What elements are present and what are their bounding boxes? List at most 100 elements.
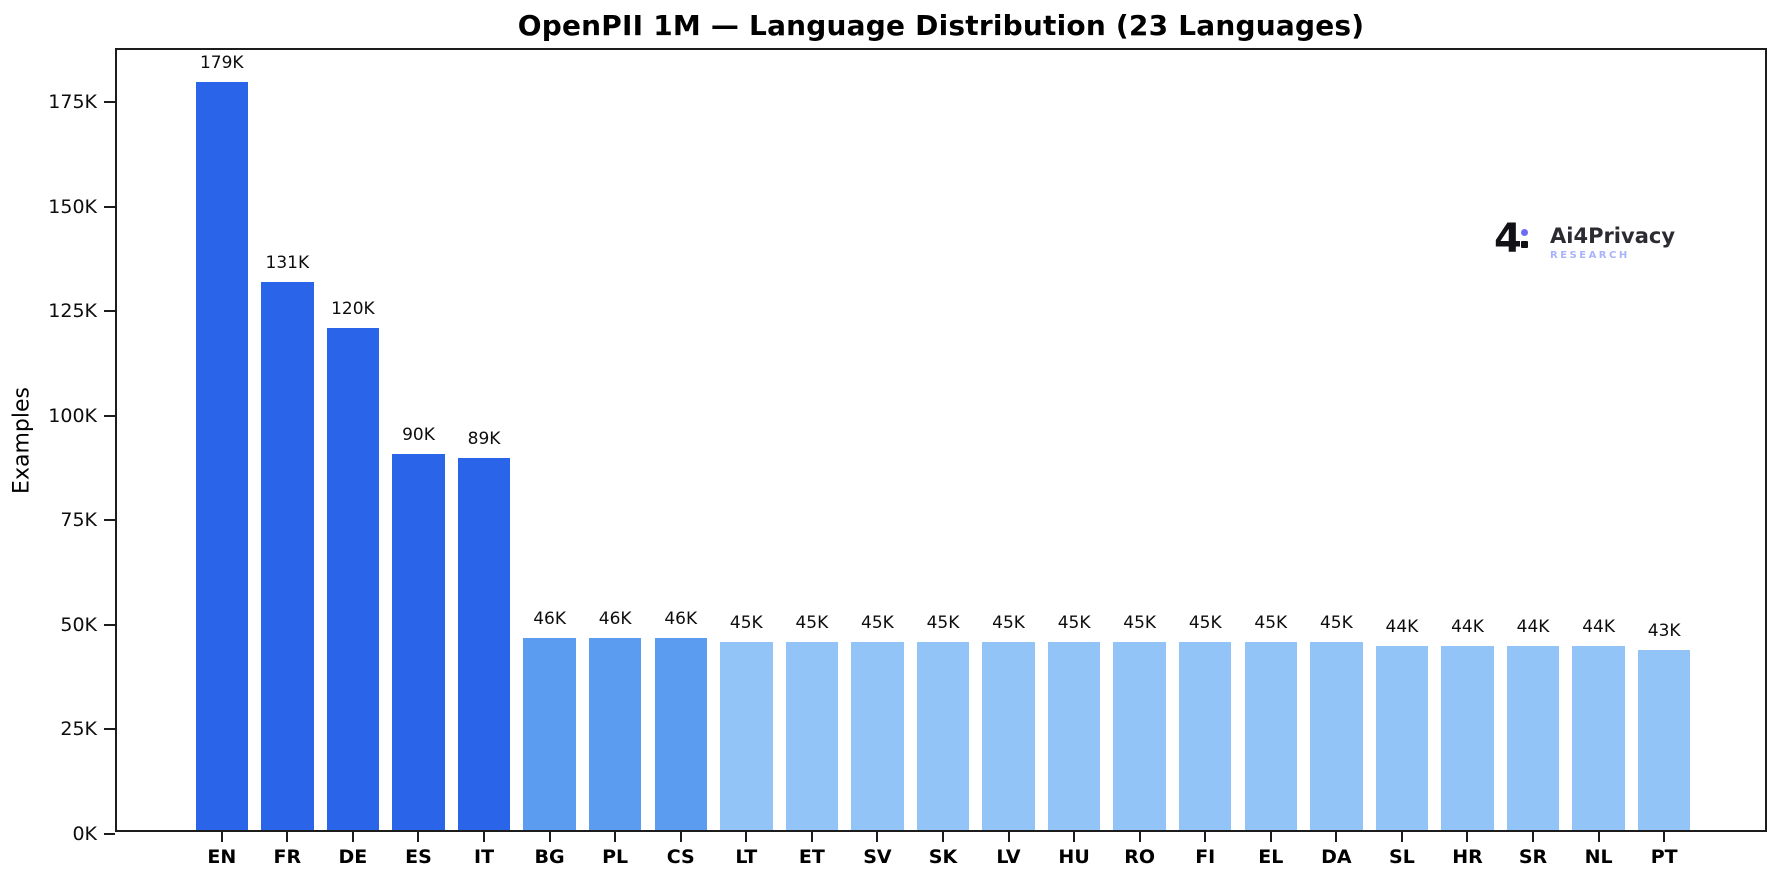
y-tick-mark-125K xyxy=(104,310,115,313)
bars-container: 179K EN 131K FR 120K DE 90K ES 89K IT 46K BG 46K PL 46… xyxy=(189,50,1697,868)
x-category-label-DE: DE xyxy=(338,846,368,868)
bar-slot-BG: 46K BG xyxy=(517,50,583,868)
x-category-label-PT: PT xyxy=(1650,846,1678,868)
bar-value-label-IT: 89K xyxy=(467,428,501,449)
y-axis-label: Examples xyxy=(9,387,35,494)
bar-RO xyxy=(1113,641,1166,830)
x-category-label-SV: SV xyxy=(863,846,892,868)
bar-DA xyxy=(1310,641,1363,830)
bar-ET xyxy=(785,641,839,830)
bar-LT xyxy=(720,641,773,830)
bar-value-label-PT: 43K xyxy=(1647,621,1681,642)
x-tick-mark-DE xyxy=(351,832,354,842)
y-tick-mark-25K xyxy=(104,728,115,731)
logo-wordmark: Ai4Privacy xyxy=(1550,223,1676,248)
bar-EL xyxy=(1244,641,1297,830)
x-category-label-SK: SK xyxy=(928,846,958,868)
bar-slot-DA: 45K DA xyxy=(1304,50,1370,868)
bar-FR xyxy=(261,282,314,830)
x-category-label-CS: CS xyxy=(666,846,695,868)
bar-value-label-NL: 44K xyxy=(1582,617,1615,638)
x-tick-mark-EN xyxy=(220,832,223,842)
bar-LV xyxy=(982,641,1035,830)
bar-slot-EL: 45K EL xyxy=(1238,50,1304,868)
x-tick-mark-BG xyxy=(548,832,551,842)
y-tick-mark-50K xyxy=(104,623,115,626)
bar-ES xyxy=(392,453,445,830)
bar-slot-FI: 45K FI xyxy=(1172,50,1238,868)
bar-SV xyxy=(851,641,904,830)
x-tick-mark-PL xyxy=(614,832,617,842)
x-tick-mark-SV xyxy=(876,832,879,842)
bar-value-label-HR: 44K xyxy=(1451,617,1484,638)
y-tick-mark-100K xyxy=(104,414,115,417)
bar-slot-ET: 45K ET xyxy=(779,50,845,868)
bar-slot-SL: 44K SL xyxy=(1369,50,1435,868)
x-tick-mark-LV xyxy=(1007,832,1010,842)
x-tick-mark-HU xyxy=(1073,832,1076,842)
bar-value-label-LT: 45K xyxy=(729,612,763,633)
x-tick-mark-IT xyxy=(483,832,486,842)
x-category-label-LT: LT xyxy=(735,846,758,868)
x-tick-mark-SK xyxy=(941,832,944,842)
y-tick-mark-0K xyxy=(104,833,115,835)
bar-value-label-FI: 45K xyxy=(1188,612,1222,633)
y-tick-label-100K: 100K xyxy=(48,404,97,427)
bar-value-label-SV: 45K xyxy=(861,612,894,633)
bar-EN xyxy=(195,81,248,830)
y-tick-label-150K: 150K xyxy=(48,195,97,218)
x-tick-mark-RO xyxy=(1138,832,1141,842)
bar-value-label-LV: 45K xyxy=(992,612,1025,633)
x-category-label-ET: ET xyxy=(798,846,825,868)
x-tick-mark-HR xyxy=(1466,832,1469,842)
bar-value-label-SK: 45K xyxy=(926,612,960,633)
bar-PT xyxy=(1637,650,1691,830)
logo-subtitle: RESEARCH xyxy=(1550,250,1630,262)
bar-slot-HU: 45K HU xyxy=(1041,50,1107,868)
bar-SR xyxy=(1506,646,1560,830)
bar-CS xyxy=(654,637,707,830)
x-category-label-SR: SR xyxy=(1518,846,1548,868)
x-category-label-HU: HU xyxy=(1058,846,1090,868)
bar-slot-RO: 45K RO xyxy=(1107,50,1173,868)
chart-title: OpenPII 1M — Language Distribution (23 L… xyxy=(517,9,1365,42)
bar-value-label-SR: 44K xyxy=(1516,617,1550,638)
bar-slot-SR: 44K SR xyxy=(1500,50,1566,868)
y-tick-label-0K: 0K xyxy=(72,823,97,845)
bar-slot-CS: 46K CS xyxy=(648,50,714,868)
bar-value-label-EN: 179K xyxy=(199,52,244,73)
bar-HU xyxy=(1047,641,1101,830)
bar-slot-ES: 90K ES xyxy=(386,50,452,868)
x-tick-mark-LT xyxy=(745,832,748,842)
bar-value-label-PL: 46K xyxy=(598,608,632,629)
bar-value-label-BG: 46K xyxy=(533,608,566,629)
y-tick-mark-150K xyxy=(104,205,115,208)
x-category-label-BG: BG xyxy=(534,846,565,868)
bar-slot-IT: 89K IT xyxy=(451,50,517,868)
x-tick-mark-FI xyxy=(1204,832,1207,842)
bar-slot-SV: 45K SV xyxy=(845,50,911,868)
bar-value-label-EL: 45K xyxy=(1254,612,1288,633)
x-tick-mark-NL xyxy=(1597,832,1600,842)
ai4privacy-logo-icon: 4 xyxy=(1494,216,1536,264)
bar-PL xyxy=(588,637,642,830)
y-tick-label-25K: 25K xyxy=(60,718,97,741)
x-category-label-EL: EL xyxy=(1258,846,1284,868)
bar-value-label-FR: 131K xyxy=(265,253,310,274)
x-tick-mark-ES xyxy=(417,832,420,842)
bar-FI xyxy=(1179,641,1232,830)
x-category-label-SL: SL xyxy=(1389,846,1415,868)
bar-HR xyxy=(1441,646,1494,830)
x-category-label-DA: DA xyxy=(1321,846,1352,868)
plot-area: 179K EN 131K FR 120K DE 90K ES 89K IT 46K BG 46K PL 46… xyxy=(48,48,1767,868)
x-tick-mark-EL xyxy=(1269,832,1272,842)
x-tick-mark-FR xyxy=(286,832,289,842)
logo-text: Ai4Privacy RESEARCH xyxy=(1550,223,1676,262)
y-tick-label-175K: 175K xyxy=(48,91,97,114)
bar-value-label-SL: 44K xyxy=(1385,617,1419,638)
bar-slot-EN: 179K EN xyxy=(189,50,255,868)
bar-DE xyxy=(326,328,380,830)
x-category-label-LV: LV xyxy=(996,846,1021,868)
bar-value-label-ET: 45K xyxy=(795,612,829,633)
